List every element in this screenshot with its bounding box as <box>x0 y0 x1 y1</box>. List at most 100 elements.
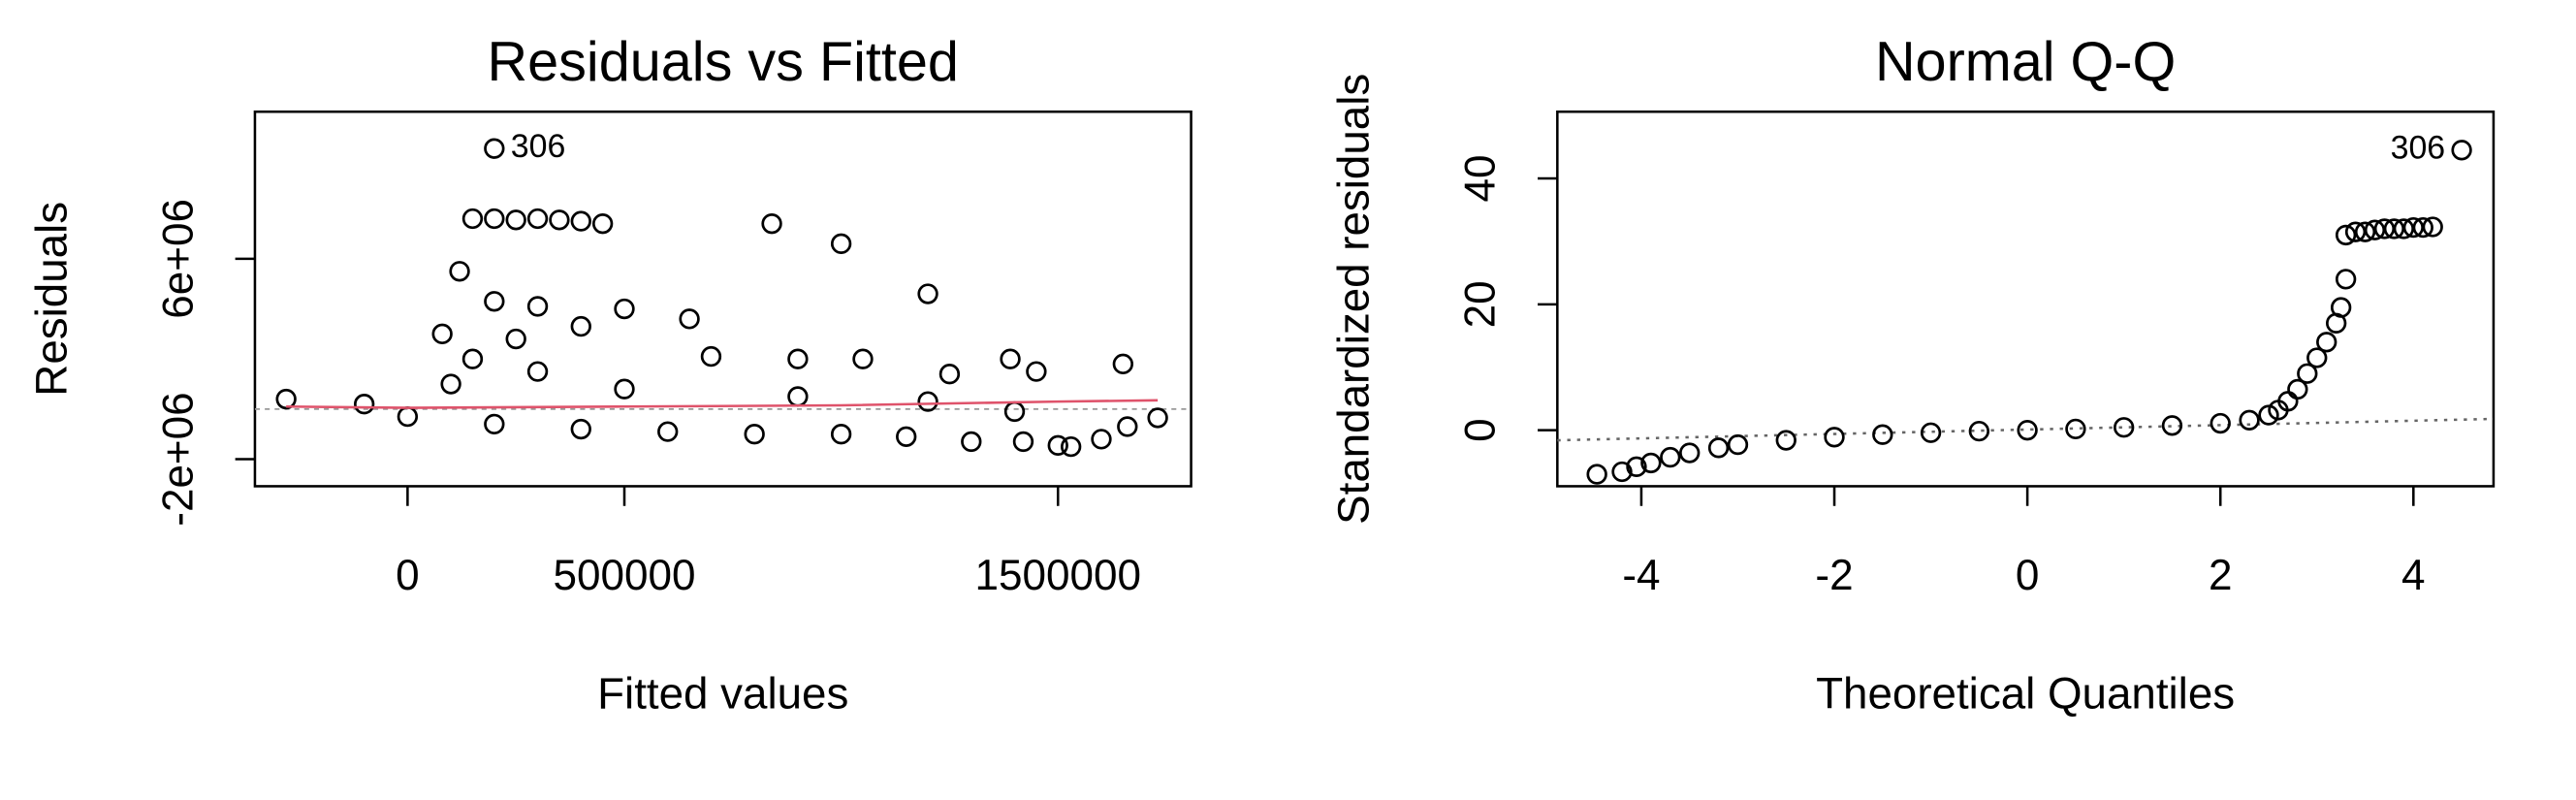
smooth-line <box>286 399 1159 409</box>
x-tick-label: 1500000 <box>975 552 1141 599</box>
point <box>1112 353 1134 375</box>
qq-line <box>1557 417 2494 442</box>
point <box>787 348 809 369</box>
point <box>275 388 297 410</box>
point <box>961 431 982 453</box>
x-axis-label: Fitted values <box>597 668 848 718</box>
point <box>700 345 722 368</box>
point <box>461 208 484 230</box>
point <box>657 421 679 442</box>
point <box>484 291 505 312</box>
point <box>2210 412 2231 434</box>
point <box>549 209 570 231</box>
point <box>570 210 591 232</box>
point <box>614 298 635 320</box>
y-tick-label: 20 <box>1457 280 1505 328</box>
point <box>679 308 700 330</box>
point <box>2354 221 2376 242</box>
point <box>2344 221 2367 242</box>
point <box>526 361 549 382</box>
point <box>431 323 453 345</box>
point <box>2113 417 2135 438</box>
point <box>1026 361 1047 382</box>
x-tick-label: -4 <box>1622 552 1660 599</box>
point <box>1047 434 1068 456</box>
x-tick-label: 2 <box>2209 552 2233 599</box>
point <box>1147 407 1168 429</box>
point <box>2258 404 2279 426</box>
point <box>2330 297 2352 318</box>
point <box>1727 433 1749 456</box>
point <box>938 364 961 385</box>
point <box>1824 427 1845 448</box>
point <box>1091 429 1112 450</box>
point <box>744 424 765 445</box>
point <box>1968 420 1990 442</box>
x-tick-label: 0 <box>2016 552 2040 599</box>
point <box>2065 418 2086 440</box>
point <box>1586 464 1607 485</box>
point <box>917 391 938 412</box>
point <box>505 209 526 231</box>
point <box>1775 430 1797 451</box>
point <box>2451 140 2472 161</box>
point <box>484 413 505 435</box>
point <box>397 405 419 428</box>
point <box>570 315 591 337</box>
point <box>1660 446 1681 468</box>
point <box>1920 422 1942 443</box>
point <box>2306 347 2328 368</box>
point <box>852 348 874 369</box>
point <box>1640 452 1662 474</box>
point <box>505 328 526 350</box>
point <box>353 394 375 415</box>
x-tick-label: 0 <box>396 552 420 599</box>
x-tick-label: 4 <box>2401 552 2426 599</box>
point <box>1626 456 1647 477</box>
y-tick-label: 6e+06 <box>154 199 202 319</box>
y-tick-label: 40 <box>1457 155 1505 203</box>
point <box>570 418 591 440</box>
x-tick-label: 500000 <box>554 552 696 599</box>
point <box>1679 442 1701 464</box>
point <box>2335 269 2357 290</box>
point <box>2412 216 2433 239</box>
point <box>614 378 635 400</box>
point <box>917 283 938 304</box>
point <box>1000 348 1021 369</box>
point <box>1012 431 1034 453</box>
point <box>2017 419 2038 441</box>
point <box>1707 437 1730 459</box>
point <box>461 348 484 369</box>
point <box>1060 435 1082 458</box>
plot-box <box>253 110 1193 488</box>
point <box>1003 400 1026 423</box>
point-label: 306 <box>2391 130 2446 167</box>
point <box>830 233 852 255</box>
point <box>1872 424 1893 445</box>
y-tick-label: -2e+06 <box>154 392 202 526</box>
point <box>449 261 470 282</box>
point-label: 306 <box>511 128 566 165</box>
y-tick-label: 0 <box>1457 418 1505 441</box>
x-axis-label: Theoretical Quantiles <box>1816 668 2235 718</box>
plot-box <box>1556 110 2496 488</box>
point <box>440 373 461 395</box>
point <box>2287 378 2308 400</box>
chart-title: Residuals vs Fitted <box>488 31 959 93</box>
point <box>2316 332 2337 353</box>
point <box>591 213 614 235</box>
point <box>787 386 809 407</box>
point <box>2297 363 2318 384</box>
point <box>484 138 505 159</box>
point <box>1117 416 1138 437</box>
point <box>1611 461 1633 483</box>
y-axis-label: Residuals <box>26 202 76 397</box>
point <box>896 426 917 447</box>
point <box>2161 415 2183 436</box>
x-tick-label: -2 <box>1815 552 1853 599</box>
point <box>526 208 549 230</box>
y-axis-label: Standardized residuals <box>1329 74 1379 525</box>
chart-title: Normal Q-Q <box>1875 31 2176 93</box>
